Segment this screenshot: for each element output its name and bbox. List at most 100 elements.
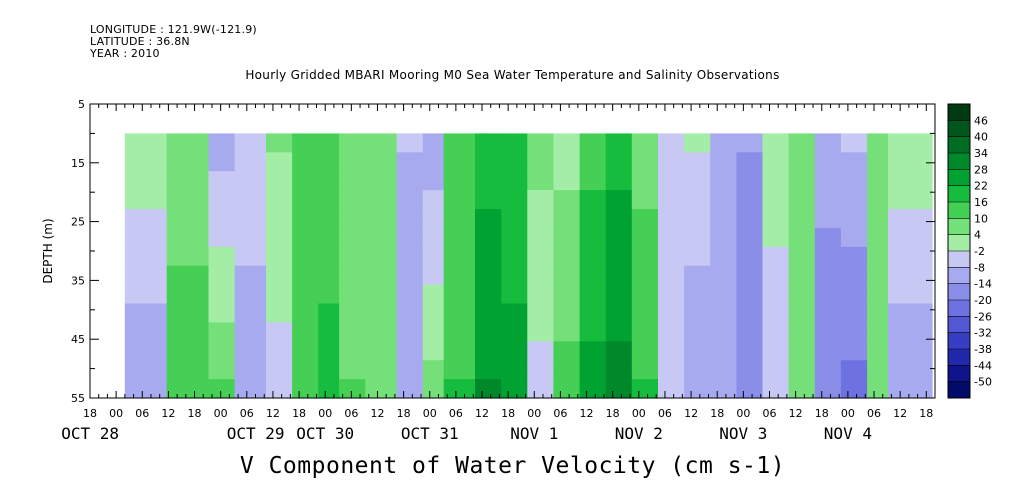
heatmap-cell (166, 265, 210, 286)
heatmap-cell (579, 303, 607, 323)
heatmap-cell (553, 379, 581, 399)
heatmap-cell (888, 303, 933, 323)
heatmap-cell (166, 341, 210, 361)
heatmap-cell (475, 227, 502, 248)
heatmap-cell (124, 360, 168, 380)
colorbar-swatch (948, 300, 970, 317)
heatmap-cell (888, 190, 933, 210)
heatmap-cell (396, 303, 424, 323)
heatmap-cell (292, 360, 319, 380)
heatmap-cell (166, 152, 210, 172)
heatmap-cell (475, 190, 502, 210)
heatmap-cell (631, 322, 659, 342)
heatmap-cell (788, 284, 816, 305)
heatmap-cell (710, 341, 737, 361)
heatmap-cell (318, 171, 340, 191)
x-hour-label: 00 (736, 407, 750, 420)
heatmap-cell (166, 209, 210, 229)
x-day-label: OCT 30 (296, 424, 354, 443)
heatmap-cell (422, 171, 445, 191)
heatmap-cell (443, 379, 476, 399)
heatmap-cell (208, 303, 236, 323)
heatmap-cell (762, 152, 790, 172)
heatmap-cell (396, 133, 424, 153)
colorbar-swatch (948, 153, 970, 170)
heatmap-cell (292, 133, 319, 153)
heatmap-cell (365, 190, 398, 210)
heatmap-cell (396, 360, 424, 380)
heatmap-cell (867, 227, 889, 248)
heatmap-cell (166, 322, 210, 342)
heatmap-cell (318, 284, 340, 305)
heatmap-cell (814, 379, 842, 399)
x-hour-label: 18 (83, 407, 97, 420)
x-hour-label: 06 (449, 407, 463, 420)
colorbar-label: -32 (974, 327, 992, 340)
colorbar-swatch (948, 169, 970, 187)
heatmap-cell (318, 152, 340, 172)
heatmap-cell (501, 265, 528, 286)
heatmap-cell (553, 209, 581, 229)
heatmap-cell (365, 284, 398, 305)
heatmap-cell (339, 209, 366, 229)
heatmap-cell (553, 360, 581, 380)
heatmap-cell (736, 209, 764, 229)
heatmap-cell (339, 284, 366, 305)
heatmap-cell (684, 322, 711, 342)
heatmap-cell (605, 360, 633, 380)
heatmap-cell (208, 360, 236, 380)
x-hour-label: 06 (135, 407, 149, 420)
heatmap-cell (736, 246, 764, 267)
heatmap-cell (234, 227, 267, 248)
heatmap-cell (867, 303, 889, 323)
heatmap-cell (867, 190, 889, 210)
heatmap-cell (318, 341, 340, 361)
heatmap-cell (339, 246, 366, 267)
heatmap-cell (762, 303, 790, 323)
heatmap-cell (318, 133, 340, 153)
heatmap-cell (318, 303, 340, 323)
heatmap-cell (124, 227, 168, 248)
heatmap-cell (266, 133, 293, 153)
heatmap-cell (888, 171, 933, 191)
heatmap-cell (736, 360, 764, 380)
heatmap-cell (266, 303, 293, 323)
heatmap-cell (710, 246, 737, 267)
heatmap-cell (318, 190, 340, 210)
x-day-label: OCT 29 (227, 424, 285, 443)
heatmap-cell (553, 322, 581, 342)
heatmap-cell (631, 379, 659, 399)
heatmap-cell (762, 227, 790, 248)
heatmap-cell (631, 341, 659, 361)
heatmap-cell (631, 190, 659, 210)
heatmap-cell (736, 303, 764, 323)
heatmap-cell (292, 246, 319, 267)
heatmap-cell (527, 246, 554, 267)
heatmap-cell (124, 303, 168, 323)
heatmap-cell (443, 284, 476, 305)
colorbar-label: -14 (974, 278, 992, 291)
heatmap-cell (527, 133, 554, 153)
y-axis-title: DEPTH (m) (41, 218, 55, 283)
heatmap-cell (292, 209, 319, 229)
heatmap-cell (605, 171, 633, 191)
heatmap-cell (443, 322, 476, 342)
heatmap-cell (422, 284, 445, 305)
heatmap-cell (339, 322, 366, 342)
heatmap-cell (443, 360, 476, 380)
x-hour-label: 00 (632, 407, 646, 420)
heatmap-cell (124, 379, 168, 399)
heatmap-cell (658, 152, 685, 172)
heatmap-cell (553, 190, 581, 210)
heatmap-cell (840, 284, 868, 305)
heatmap-cell (422, 379, 445, 399)
heatmap-cell (658, 209, 685, 229)
heatmap-cell (631, 152, 659, 172)
x-hour-label: 00 (527, 407, 541, 420)
heatmap-cell (631, 265, 659, 286)
heatmap-cell (684, 265, 711, 286)
heatmap-cell (365, 360, 398, 380)
heatmap-cell (234, 341, 267, 361)
heatmap-cell (867, 341, 889, 361)
